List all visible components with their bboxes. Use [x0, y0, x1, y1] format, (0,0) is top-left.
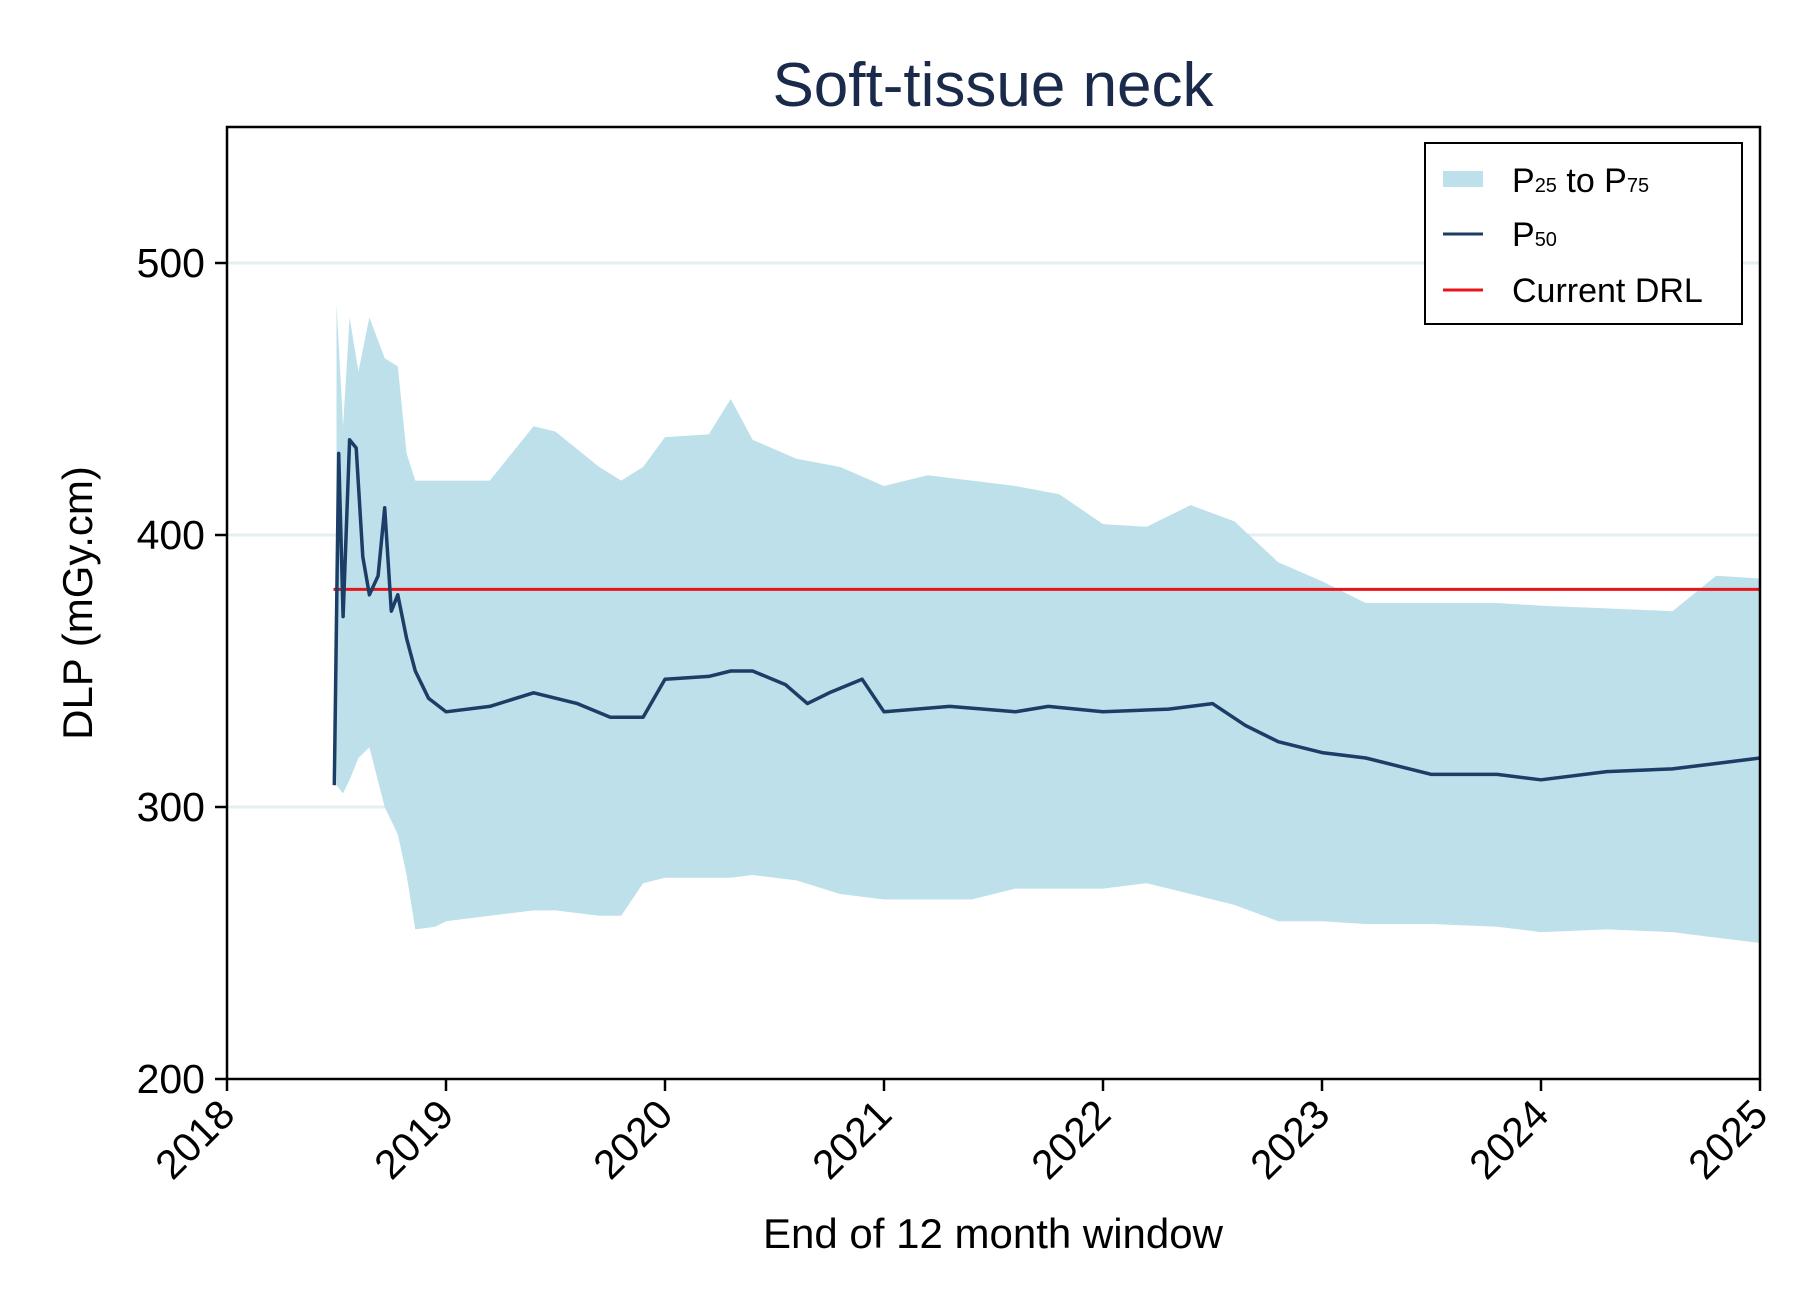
- y-tick-label-200: 200: [137, 1056, 205, 1102]
- y-tick-label-300: 300: [137, 784, 205, 830]
- y-tick-label-400: 400: [137, 512, 205, 558]
- legend-band-label: P25 to P75: [1512, 162, 1649, 200]
- legend: P25 to P75 P50 Current DRL: [1424, 142, 1743, 325]
- series-p50-line: [332, 438, 1761, 786]
- x-axis: 2018 2019 2020 2021 2022 2023 2024 2025: [146, 1079, 1776, 1188]
- y-axis-label: DLP (mGy.cm): [54, 466, 101, 740]
- x-tick-label-2024: 2024: [1460, 1091, 1557, 1188]
- series-iqr-band: [336, 303, 1760, 943]
- x-axis-label: End of 12 month window: [763, 1210, 1224, 1257]
- x-tick-label-2025: 2025: [1679, 1091, 1776, 1188]
- legend-median-label: P50: [1512, 216, 1557, 254]
- band-layer: [336, 303, 1760, 943]
- x-tick-label-2018: 2018: [146, 1091, 243, 1188]
- y-tick-label-500: 500: [137, 240, 205, 286]
- x-tick-label-2022: 2022: [1022, 1091, 1119, 1188]
- legend-band-swatch: [1443, 171, 1483, 187]
- median-layer: [332, 438, 1761, 786]
- x-tick-label-2019: 2019: [365, 1091, 462, 1188]
- legend-drl-label: Current DRL: [1512, 272, 1703, 310]
- plot-frame: [225, 125, 1762, 1081]
- x-tick-label-2020: 2020: [584, 1091, 681, 1188]
- x-tick-label-2023: 2023: [1241, 1091, 1338, 1188]
- x-tick-label-2021: 2021: [803, 1091, 900, 1188]
- y-axis: 200 300 400 500: [137, 240, 227, 1102]
- chart-title: Soft-tissue neck: [772, 51, 1214, 120]
